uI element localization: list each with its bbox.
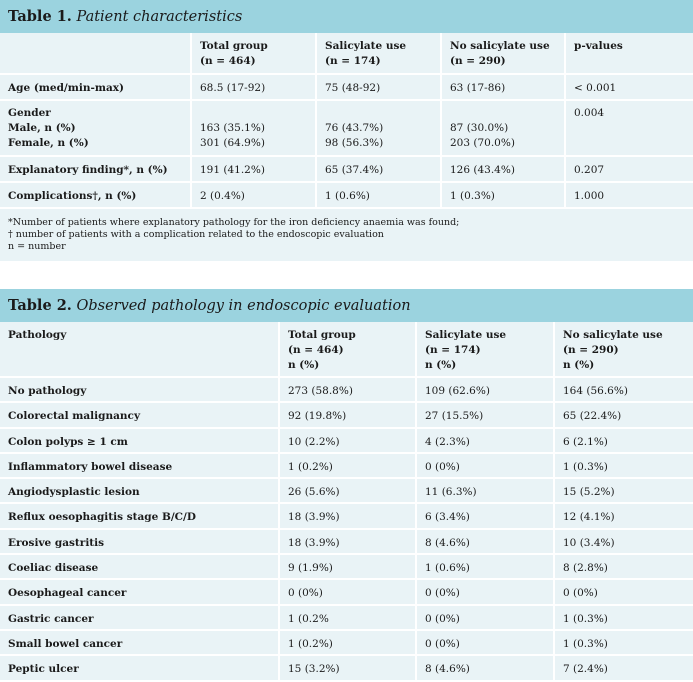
- table-cell: 0 (0%): [415, 629, 554, 657]
- table-cell: 273 (58.8%): [278, 377, 416, 404]
- table2-header-salicylate: Salicylate use (n = 174) n (%): [415, 322, 554, 378]
- table1-grid: Total group (n = 464) Salicylate use (n = …: [0, 33, 693, 209]
- table-cell: 65 (22.4%): [553, 402, 693, 429]
- table-row: Angiodysplastic lesion 26 (5.6%) 11 (6.3%)…: [0, 478, 693, 505]
- row-label: Colon polyps ≥ 1 cm: [0, 427, 279, 454]
- row-label: No pathology: [0, 377, 279, 404]
- table2-rows: No pathology 273 (58.8%) 109 (62.6%) 164 (5…: [0, 377, 693, 682]
- table-row: Colon polyps ≥ 1 cm 10 (2.2%) 4 (2.3%) 6 (2…: [0, 427, 693, 454]
- row-label: Erosive gastritis: [0, 528, 279, 556]
- table-cell: 8 (2.8%): [553, 554, 693, 581]
- table-row: Reflux oesophagitis stage B/C/D 18 (3.9%)…: [0, 503, 693, 530]
- table-cell: 164 (56.6%): [553, 377, 693, 404]
- table-cell: 1 (0.3%): [553, 604, 693, 631]
- table1-footnotes: *Number of patients where explanatory pa…: [0, 209, 693, 261]
- table1-header-pvalue: p-values: [564, 33, 693, 75]
- table2-header-total: Total group (n = 464) n (%): [278, 322, 416, 378]
- footnote: n = number: [8, 241, 66, 252]
- row-label: Angiodysplastic lesion: [0, 478, 279, 505]
- table-cell: 1 (0.2%): [278, 452, 416, 480]
- table-row: Oesophageal cancer 0 (0%) 0 (0%) 0 (0%): [0, 579, 693, 606]
- table1-header-row: Total group (n = 464) Salicylate use (n = …: [0, 33, 693, 75]
- table-cell: 10 (2.2%): [278, 427, 416, 454]
- table-cell: 12 (4.1%): [553, 503, 693, 530]
- table2-number: Table 2.: [8, 297, 72, 314]
- table-cell: 8 (4.6%): [415, 528, 554, 556]
- table-cell: 0 (0%): [415, 579, 554, 606]
- table-row: Colorectal malignancy 92 (19.8%) 27 (15.5%…: [0, 402, 693, 429]
- table-row: Explanatory finding*, n (%) 191 (41.2%) …: [0, 156, 693, 183]
- gender-cell: Gender Male, n (%) Female, n (%): [0, 100, 191, 157]
- row-label: Gastric cancer: [0, 604, 279, 631]
- table-cell: 10 (3.4%): [553, 528, 693, 556]
- table-row: Age (med/min-max) 68.5 (17-92) 75 (48-92…: [0, 74, 693, 101]
- footnote: *Number of patients where explanatory pa…: [8, 217, 460, 228]
- table-cell: 27 (15.5%): [415, 402, 554, 429]
- row-label: Coeliac disease: [0, 554, 279, 581]
- table-cell: 1 (0.2%): [278, 629, 416, 657]
- table1: Total group (n = 464) Salicylate use (n = …: [0, 33, 693, 261]
- row-label: Inflammatory bowel disease: [0, 452, 279, 480]
- table2: Pathology Total group (n = 464) n (%) Sali…: [0, 322, 693, 682]
- table-row: Small bowel cancer 1 (0.2%) 0 (0%) 1 (0.3%): [0, 629, 693, 657]
- table-cell: 6 (2.1%): [553, 427, 693, 454]
- table-cell: 109 (62.6%): [415, 377, 554, 404]
- table-cell: 18 (3.9%): [278, 528, 416, 556]
- table-cell: 1 (0.3%): [553, 629, 693, 657]
- table1-number: Table 1.: [8, 8, 72, 25]
- table-cell: 0 (0%): [278, 579, 416, 606]
- table-row: No pathology 273 (58.8%) 109 (62.6%) 164 (5…: [0, 377, 693, 404]
- footnote: † number of patients with a complication…: [8, 229, 384, 240]
- table-cell: 1 (0.3%): [553, 452, 693, 480]
- table1-header-no-salicylate: No salicylate use (n = 290): [440, 33, 565, 75]
- table1-header-salicylate: Salicylate use (n = 174): [315, 33, 441, 75]
- table2-title: Table 2. Observed pathology in endoscopi…: [0, 289, 693, 322]
- table-cell: 0 (0%): [553, 579, 693, 606]
- table1-title: Table 1. Patient characteristics: [0, 0, 693, 33]
- spacer: [0, 261, 693, 289]
- table-row: Erosive gastritis 18 (3.9%) 8 (4.6%) 10 (3.…: [0, 528, 693, 556]
- table-cell: 26 (5.6%): [278, 478, 416, 505]
- table2-header-row: Pathology Total group (n = 464) n (%) Sali…: [0, 322, 693, 378]
- table-cell: 11 (6.3%): [415, 478, 554, 505]
- table-cell: 1 (0.6%): [415, 554, 554, 581]
- table-row: Gastric cancer 1 (0.2% 0 (0%) 1 (0.3%): [0, 604, 693, 631]
- table-row: Complications†, n (%) 2 (0.4%) 1 (0.6%) …: [0, 182, 693, 209]
- table2-caption: Observed pathology in endoscopic evaluat…: [76, 298, 411, 314]
- table-row: Inflammatory bowel disease 1 (0.2%) 0 (0%)…: [0, 452, 693, 480]
- table-cell: 0 (0%): [415, 604, 554, 631]
- table1-caption: Patient characteristics: [76, 9, 243, 25]
- row-label: Small bowel cancer: [0, 629, 279, 657]
- table2-header-pathology: Pathology: [0, 322, 279, 378]
- table-cell: 18 (3.9%): [278, 503, 416, 530]
- table-cell: 1 (0.2%: [278, 604, 416, 631]
- table2-grid: Pathology Total group (n = 464) n (%) Sali…: [0, 322, 693, 682]
- table-cell: 92 (19.8%): [278, 402, 416, 429]
- table-cell: 15 (5.2%): [553, 478, 693, 505]
- table-row: Coeliac disease 9 (1.9%) 1 (0.6%) 8 (2.8%): [0, 554, 693, 581]
- row-label: Colorectal malignancy: [0, 402, 279, 429]
- table-cell: 4 (2.3%): [415, 427, 554, 454]
- table-cell: 0 (0%): [415, 452, 554, 480]
- row-label: Oesophageal cancer: [0, 579, 279, 606]
- table-cell: 6 (3.4%): [415, 503, 554, 530]
- row-label: Reflux oesophagitis stage B/C/D: [0, 503, 279, 530]
- table2-header-no-salicylate: No salicylate use (n = 290) n (%): [553, 322, 693, 378]
- table-row: Gender Male, n (%) Female, n (%) 163 (35…: [0, 100, 693, 157]
- table1-header-total: Total group (n = 464): [190, 33, 316, 75]
- table-cell: 9 (1.9%): [278, 554, 416, 581]
